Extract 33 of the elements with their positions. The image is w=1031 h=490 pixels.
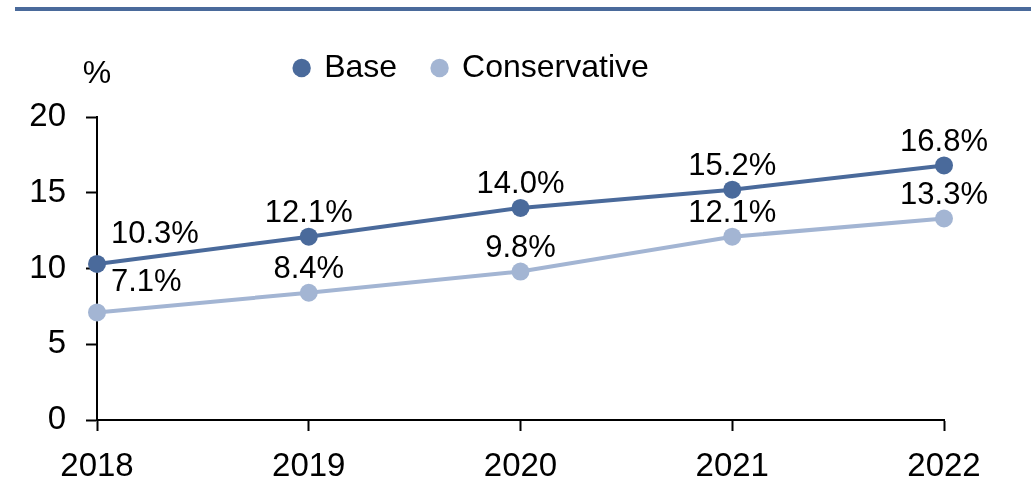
point (935, 209, 953, 228)
data-label: 9.8% (485, 228, 556, 264)
point (935, 156, 953, 175)
y-tick-label: 20 (29, 96, 66, 134)
point (88, 254, 106, 273)
y-axis-title: % (82, 53, 112, 90)
point (511, 198, 530, 217)
data-label: 12.1% (264, 193, 353, 229)
y-tick-label: 0 (47, 399, 66, 437)
x-tick-label: 2020 (483, 445, 558, 483)
data-label: 16.8% (900, 122, 988, 158)
data-label: 10.3% (111, 214, 199, 250)
point (723, 180, 742, 199)
point (88, 303, 106, 322)
point (511, 262, 530, 281)
data-label: 15.2% (688, 146, 777, 182)
point (299, 227, 318, 246)
point (723, 227, 742, 246)
data-label: 7.1% (111, 262, 182, 298)
legend-label: Conservative (462, 47, 649, 84)
y-tick-label: 15 (29, 171, 66, 209)
data-label: 12.1% (688, 193, 777, 229)
x-tick-label: 2018 (60, 445, 134, 483)
x-tick-label: 2022 (907, 445, 981, 483)
data-label: 13.3% (900, 175, 988, 211)
x-tick-label: 2019 (272, 445, 346, 483)
legend-label: Base (324, 47, 398, 84)
x-tick-label: 2021 (695, 445, 769, 483)
data-label: 8.4% (273, 249, 345, 285)
y-tick-label: 10 (29, 247, 66, 285)
point (299, 283, 318, 302)
y-tick-label: 5 (47, 323, 66, 361)
data-label: 14.0% (476, 164, 565, 200)
